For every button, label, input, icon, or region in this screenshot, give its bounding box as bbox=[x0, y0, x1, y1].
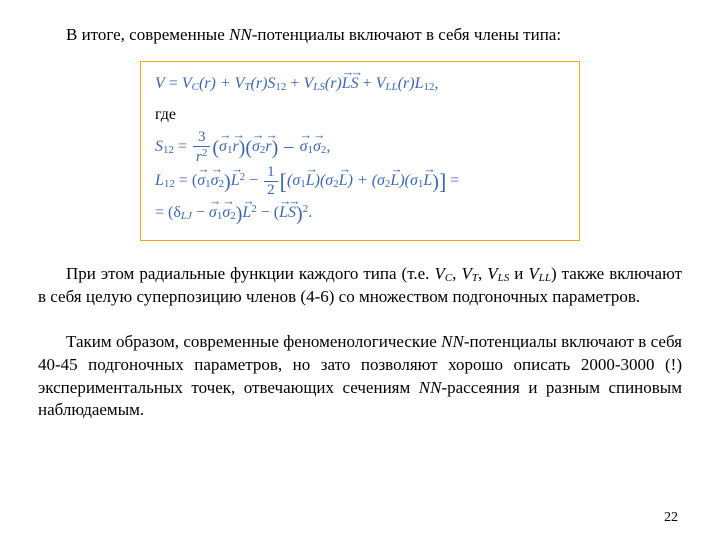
sub-12: 12 bbox=[163, 144, 174, 156]
sym-Vls: V bbox=[487, 264, 497, 283]
sym-V: V bbox=[155, 75, 165, 92]
formula-box: V = VC(r) + VT(r)S12 + VLS(r)LS + VLL(r)… bbox=[140, 61, 580, 241]
sub-LS: LS bbox=[313, 81, 325, 93]
paren: ) bbox=[224, 171, 231, 193]
den-sup: 2 bbox=[202, 147, 208, 159]
minus: − bbox=[192, 204, 209, 221]
p2-prefix: Таким образом, современные феноменологич… bbox=[66, 332, 441, 351]
bracket: [ bbox=[280, 169, 287, 194]
vec-sigma1: σ bbox=[219, 135, 227, 160]
eq: = bbox=[174, 138, 191, 155]
sym-Vt: V bbox=[235, 75, 245, 92]
sub-LL: LL bbox=[539, 272, 551, 284]
sub-LL: LL bbox=[385, 81, 397, 93]
paragraph-2: Таким образом, современные феноменологич… bbox=[38, 331, 682, 423]
txt: (r)S bbox=[251, 75, 276, 92]
vec-L: L bbox=[279, 201, 288, 226]
sub-12: 12 bbox=[424, 81, 435, 93]
vec-r: r bbox=[232, 135, 238, 160]
sub-12: 12 bbox=[164, 178, 175, 190]
comma: , bbox=[435, 75, 439, 92]
den: 2 bbox=[264, 181, 278, 198]
txt: = (δ bbox=[155, 204, 181, 221]
dot: . bbox=[308, 204, 312, 221]
vec-sigma1: σ bbox=[209, 201, 217, 226]
sym-Vll: V bbox=[376, 75, 386, 92]
num: 3 bbox=[193, 130, 210, 146]
p1-prefix: При этом радиальные функции каждого типа… bbox=[66, 264, 434, 283]
sub-LJ: LJ bbox=[181, 210, 192, 222]
vec-sigma2: σ bbox=[313, 135, 321, 160]
frac-half: 12 bbox=[264, 165, 278, 198]
vec-L: L bbox=[242, 201, 251, 226]
vec-L: L bbox=[423, 169, 432, 194]
sym-Vt: V bbox=[461, 264, 471, 283]
eq: = bbox=[446, 172, 459, 189]
txt: + bbox=[286, 75, 303, 92]
vec-S: S bbox=[288, 201, 296, 226]
eq: = bbox=[165, 75, 182, 92]
formula-line-4: = (δLJ − σ1σ2)L2 − (LS)2. bbox=[155, 199, 565, 230]
eq: = ( bbox=[175, 172, 197, 189]
sym-Vc: V bbox=[434, 264, 444, 283]
page-number: 22 bbox=[664, 510, 678, 526]
vec-L: L bbox=[231, 169, 240, 194]
vec-S: S bbox=[351, 72, 359, 97]
intro-line: В итоге, современные NN-потенциалы включ… bbox=[38, 24, 682, 47]
vec-L: L bbox=[390, 169, 399, 194]
paragraph-1: При этом радиальные функции каждого типа… bbox=[38, 263, 682, 309]
sym-Vc: V bbox=[182, 75, 192, 92]
txt: (σ bbox=[287, 172, 300, 189]
comma: , bbox=[478, 264, 487, 283]
txt: (r) + bbox=[199, 75, 235, 92]
txt: (r) bbox=[325, 75, 342, 92]
intro-nn: NN bbox=[229, 25, 252, 44]
sym-Vls: V bbox=[303, 75, 313, 92]
txt: (r)L bbox=[398, 75, 424, 92]
sym-Vll: V bbox=[528, 264, 538, 283]
vec-r: r bbox=[265, 135, 271, 160]
sub-C: C bbox=[192, 81, 199, 93]
sym-S: S bbox=[155, 138, 163, 155]
vec-L: L bbox=[339, 169, 348, 194]
sym-L: L bbox=[155, 172, 164, 189]
formula-line-1: V = VC(r) + VT(r)S12 + VLS(r)LS + VLL(r)… bbox=[155, 72, 565, 97]
vec-L: L bbox=[306, 169, 315, 194]
num: 1 bbox=[264, 165, 278, 181]
vec-sigma2: σ bbox=[222, 201, 230, 226]
formula-where: где bbox=[155, 103, 565, 128]
vec-L: L bbox=[342, 72, 351, 97]
txt: − ( bbox=[257, 204, 279, 221]
and: и bbox=[509, 264, 528, 283]
minus: − bbox=[245, 172, 262, 189]
paren: ( bbox=[212, 137, 219, 159]
p2-nn2: NN bbox=[419, 378, 442, 397]
sub-LS: LS bbox=[498, 272, 510, 284]
intro-suffix: -потенциалы включают в себя члены типа: bbox=[252, 25, 561, 44]
vec-sigma1: σ bbox=[197, 169, 205, 194]
txt: ) + (σ bbox=[348, 172, 385, 189]
vec-sigma1: σ bbox=[300, 135, 308, 160]
comma: , bbox=[326, 138, 330, 155]
vec-sigma2: σ bbox=[252, 135, 260, 160]
sub-12: 12 bbox=[275, 81, 286, 93]
slide-page: В итоге, современные NN-потенциалы включ… bbox=[0, 0, 720, 540]
vec-sigma2: σ bbox=[211, 169, 219, 194]
intro-prefix: В итоге, современные bbox=[66, 25, 229, 44]
p2-nn: NN bbox=[441, 332, 464, 351]
